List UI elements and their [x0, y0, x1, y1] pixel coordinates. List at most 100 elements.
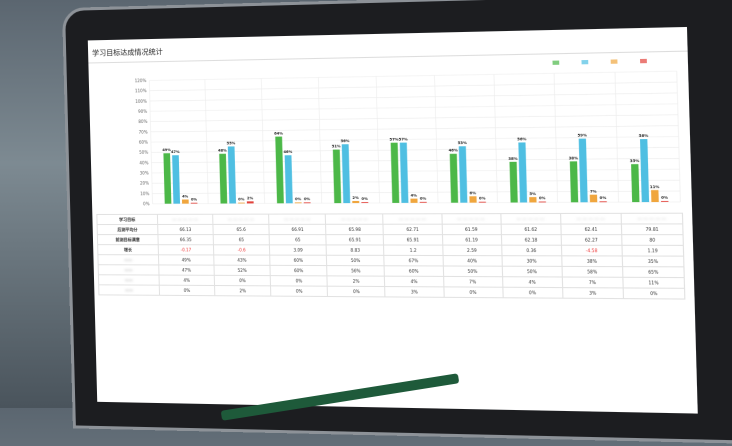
- y-tick-label: 0%: [143, 201, 150, 206]
- data-label: 46%: [449, 149, 459, 153]
- y-tick-label: 20%: [140, 181, 149, 186]
- table-cell: 0%: [270, 275, 328, 287]
- data-label: 0%: [295, 197, 302, 201]
- gridline: [150, 82, 677, 91]
- bar: [361, 202, 369, 204]
- data-label: 0%: [238, 197, 245, 201]
- row-label: 前测目标满意: [97, 234, 159, 245]
- table-cell: 65.91: [326, 234, 384, 245]
- data-label: 7%: [590, 189, 597, 193]
- y-tick-label: 110%: [135, 88, 147, 93]
- data-label: 57%: [399, 137, 409, 141]
- table-cell: 30%: [501, 255, 562, 267]
- table-cell: — — — — —: [620, 213, 683, 224]
- table-cell: -0.17: [158, 244, 214, 255]
- bar: [661, 201, 669, 203]
- table-cell: 58%: [561, 266, 623, 278]
- data-label: 38%: [569, 156, 579, 160]
- data-label: 51%: [332, 144, 342, 148]
- bar: [651, 190, 659, 203]
- data-label: 11%: [650, 185, 660, 189]
- bar: [410, 198, 418, 203]
- data-label: 4%: [182, 194, 189, 198]
- table-cell: 66.13: [157, 224, 214, 235]
- table-cell: -0.6: [213, 244, 270, 256]
- table-cell: — — — — —: [157, 214, 214, 225]
- bar: [640, 139, 650, 203]
- legend-swatch: [581, 59, 589, 65]
- legend-swatch: [552, 60, 560, 65]
- bar: [190, 202, 198, 204]
- bar: [518, 142, 528, 203]
- table-cell: 4%: [159, 275, 215, 286]
- row-label: ——: [98, 264, 160, 276]
- bar-chart: 0% 10% 20% 30% 40% 50% 60% 70% 80% 90% 100% 110% 120…: [135, 58, 692, 206]
- data-label: 0%: [479, 196, 486, 200]
- table-cell: — — — — —: [212, 214, 270, 225]
- table-cell: — — — — —: [500, 213, 561, 225]
- data-label: 35%: [630, 159, 640, 163]
- table-cell: 65.91: [383, 234, 443, 246]
- bar: [509, 161, 518, 203]
- table-cell: 43%: [213, 254, 271, 266]
- data-label: 5%: [529, 192, 536, 196]
- table-cell: 49%: [158, 254, 215, 266]
- data-label: 48%: [218, 149, 227, 153]
- table-cell: 61.62: [500, 224, 561, 235]
- table-cell: 67%: [384, 255, 443, 266]
- row-label: 增长: [97, 244, 159, 255]
- table-cell: 61.59: [441, 224, 502, 235]
- table-cell: 65.98: [325, 224, 384, 235]
- bar: [238, 202, 245, 204]
- table-cell: 65: [213, 234, 270, 245]
- bar: [181, 199, 189, 204]
- data-label: 59%: [577, 133, 587, 137]
- table-cell: 3.09: [269, 244, 327, 256]
- table-cell: — — — — —: [325, 213, 384, 225]
- gridline: [149, 71, 676, 80]
- bar: [529, 197, 537, 203]
- data-label: 58%: [639, 134, 649, 138]
- data-label: 46%: [283, 150, 292, 154]
- table-cell: 4%: [384, 276, 444, 287]
- table-cell: 3%: [562, 287, 624, 299]
- table-cell: 79.81: [621, 223, 684, 235]
- bar: [458, 146, 468, 203]
- y-tick-label: 90%: [138, 109, 147, 114]
- y-tick-label: 100%: [135, 99, 147, 104]
- table-cell: — — — — —: [383, 213, 442, 225]
- data-label: 0%: [539, 196, 546, 200]
- table-cell: 35%: [622, 255, 684, 267]
- table-cell: 0%: [159, 285, 215, 296]
- bar: [284, 155, 293, 204]
- table-cell: -4.58: [561, 245, 623, 256]
- gridline: [150, 93, 678, 101]
- row-label: ——: [98, 274, 160, 286]
- bar: [172, 155, 181, 204]
- y-tick-label: 30%: [140, 170, 149, 175]
- data-label: 0%: [661, 196, 668, 200]
- table-cell: 65%: [622, 266, 685, 278]
- table-cell: 50%: [326, 255, 385, 266]
- data-label: 0%: [191, 198, 198, 202]
- table-cell: 40%: [442, 255, 502, 267]
- bar: [538, 201, 546, 203]
- table-cell: 66.35: [157, 234, 214, 245]
- bar: [419, 201, 427, 203]
- legend-swatch: [610, 59, 618, 64]
- table-cell: 60%: [270, 265, 328, 276]
- data-label: 2%: [352, 196, 359, 200]
- data-label: 38%: [508, 157, 518, 161]
- table-cell: 2.59: [442, 245, 502, 256]
- table-cell: 62.41: [560, 223, 622, 235]
- row-label: ——: [98, 284, 160, 296]
- table-cell: 38%: [561, 255, 623, 267]
- table-cell: — — — — —: [268, 213, 326, 225]
- table-cell: 62.18: [501, 234, 562, 246]
- bar: [219, 153, 228, 204]
- data-label: 0%: [361, 197, 368, 201]
- table-cell: 1.19: [621, 245, 684, 257]
- data-label: 49%: [162, 148, 171, 152]
- table-cell: 7%: [443, 276, 503, 288]
- row-label: 后测平均分: [97, 224, 158, 235]
